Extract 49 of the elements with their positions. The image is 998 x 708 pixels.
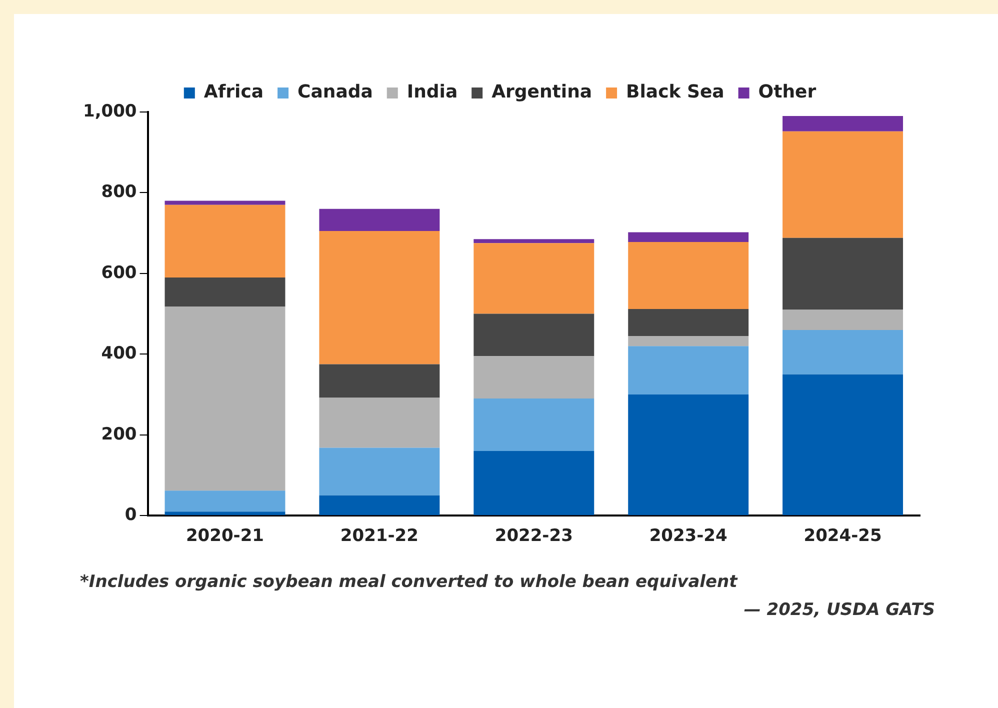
legend-label: India [406,82,458,103]
bar [628,242,749,309]
bar [164,490,286,512]
bar [628,346,749,395]
legend-label: Canada [298,82,373,103]
legend-label: Black Sea [626,82,724,103]
bar [628,232,749,242]
legend-label: Africa [204,82,264,103]
x-tick-label: 2024-25 [804,526,882,546]
bar [782,131,904,238]
bar [164,204,286,278]
bar [164,306,286,491]
y-tick-label: 1,000 [82,101,137,122]
bar [319,208,440,232]
bar [782,116,904,132]
bar [474,398,594,452]
bar [319,364,440,398]
bar [628,336,749,346]
bar [628,308,749,336]
bar [164,512,286,516]
text: *Includes organic soybean meal converted to whole bean equivalent [80,571,739,594]
y-tick-label: 800 [101,182,137,202]
bar [782,310,904,330]
legend-label: Argentina [492,82,592,103]
bar [782,330,904,374]
bar [319,495,440,516]
bar [164,277,286,307]
text: — 2025, USDA GATS [742,599,935,622]
y-tick-label: 600 [101,262,137,283]
bar [782,374,904,516]
bar [164,200,286,205]
x-tick-label: 2022-23 [494,526,573,546]
x-tick-label: 2020-21 [186,526,264,546]
bar [474,243,594,314]
y-tick-label: 400 [101,344,137,364]
bar [474,451,594,516]
x-tick-label: 2021-22 [340,526,418,546]
x-tick-label: 2023-24 [649,526,728,546]
y-tick-label: 0 [124,505,137,526]
bar [319,448,440,496]
bar [319,231,440,364]
bar [474,314,594,356]
bar [474,239,594,244]
bar [474,356,594,399]
bar [319,398,440,448]
legend-label: Other [758,82,816,103]
bar [628,394,749,516]
y-tick-label: 200 [101,424,137,444]
bar [782,238,904,310]
